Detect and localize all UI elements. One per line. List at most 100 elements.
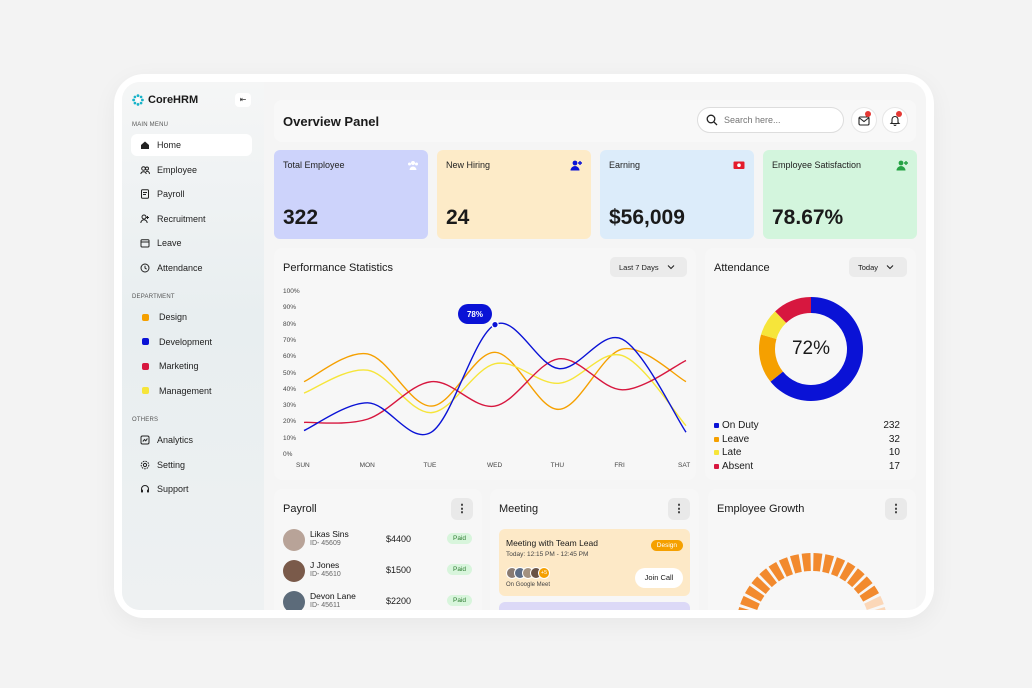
gauge-segment [853, 576, 873, 594]
highlight-point[interactable] [491, 320, 499, 329]
attendee-avatars: +5 [506, 567, 552, 579]
sidebar-item-label: Design [159, 312, 188, 322]
performance-chart [303, 320, 687, 436]
messages-button[interactable] [851, 107, 877, 133]
kpi-card-employee-satisfaction[interactable]: Employee Satisfaction 78.67% [763, 150, 917, 239]
chevron-down-icon [667, 265, 674, 270]
department-color-dot [142, 387, 149, 394]
y-tick-label: 80% [283, 320, 297, 328]
device-frame: CoreHRM ⇤ MAIN MENU Home Employee Payroll R… [114, 74, 934, 618]
kpi-value: 322 [283, 206, 319, 229]
x-tick-label: MON [359, 462, 375, 469]
payroll-amount: $1500 [386, 565, 412, 575]
kpi-label: Total Employee [283, 160, 345, 170]
app-screen: CoreHRM ⇤ MAIN MENU Home Employee Payroll R… [122, 82, 926, 610]
calendar-icon [140, 239, 150, 248]
meeting-title: Meeting [499, 503, 539, 515]
sidebar-item-attendance[interactable]: Attendance [131, 257, 252, 279]
meeting-more-button[interactable]: ⋮ [668, 498, 690, 520]
chevron-down-icon [886, 265, 894, 270]
y-tick-label: 90% [283, 304, 297, 312]
attendance-legend-item: Late 10 [714, 447, 900, 458]
sidebar-item-management[interactable]: Management [131, 380, 252, 402]
sidebar-item-home[interactable]: Home [131, 134, 252, 156]
y-tick-label: 10% [283, 434, 297, 442]
legend-label: On Duty [722, 420, 759, 431]
x-tick-label: SAT [678, 462, 691, 469]
kpi-card-earning[interactable]: Earning $56,009 [600, 150, 754, 239]
performance-range-select[interactable]: Last 7 Days [610, 257, 687, 277]
more-icon: ⋮ [673, 502, 685, 515]
sidebar-item-label: Analytics [157, 435, 194, 445]
range-value: Last 7 Days [619, 262, 659, 272]
kpi-card-new-hiring[interactable]: New Hiring 24 [437, 150, 591, 239]
donut-slice-absent [775, 297, 811, 323]
donut-slice-on-duty [770, 297, 863, 401]
payroll-more-button[interactable]: ⋮ [451, 498, 473, 520]
sidebar-item-recruitment[interactable]: Recruitment [131, 208, 252, 230]
collapse-sidebar-button[interactable]: ⇤ [235, 93, 251, 107]
sidebar-item-label: Support [157, 484, 189, 494]
attendance-center-value: 72% [791, 338, 831, 359]
y-tick-label: 60% [283, 353, 297, 361]
sidebar-item-setting[interactable]: Setting [131, 454, 252, 476]
chart-tooltip: 78% [458, 304, 492, 324]
kpi-value: 78.67% [772, 206, 844, 229]
notifications-button[interactable] [882, 107, 908, 133]
payroll-panel: Payroll ⋮ Likas Sins ID- 45609 $4400 Paid J … [274, 489, 482, 610]
user-check-icon [896, 160, 908, 171]
x-tick-label: FRI [614, 462, 625, 469]
sidebar-item-employee[interactable]: Employee [131, 159, 252, 181]
sidebar-item-development[interactable]: Development [131, 331, 252, 353]
money-icon [733, 161, 745, 169]
gauge-segment [839, 561, 856, 582]
gauge-segment [740, 595, 760, 610]
sidebar-item-payroll[interactable]: Payroll [131, 183, 252, 205]
series-line-2 [303, 353, 687, 427]
gauge-segment [874, 606, 886, 610]
others-title: OTHERS [132, 417, 159, 423]
payroll-row[interactable]: Likas Sins ID- 45609 $4400 Paid [283, 527, 473, 553]
search-icon [706, 114, 718, 126]
search-box[interactable] [697, 107, 844, 133]
payroll-row[interactable]: J Jones ID- 45610 $1500 Paid [283, 558, 473, 584]
employee-name: Devon Lane [310, 591, 356, 601]
payroll-row[interactable]: Devon Lane ID- 45611 $2200 Paid [283, 589, 473, 610]
legend-value: 17 [888, 460, 900, 472]
clock-icon [140, 263, 150, 272]
growth-title: Employee Growth [717, 503, 805, 515]
collapse-icon: ⇤ [239, 95, 247, 104]
search-input[interactable] [724, 115, 824, 125]
legend-value: 32 [888, 433, 900, 445]
join-call-button[interactable]: Join Call [635, 568, 683, 588]
kpi-card-total-employee[interactable]: Total Employee 322 [274, 150, 428, 239]
sidebar-item-support[interactable]: Support [131, 478, 252, 500]
x-tick-label: THU [550, 462, 565, 469]
brand[interactable]: CoreHRM [132, 94, 198, 106]
growth-gauge [738, 553, 886, 610]
bell-icon [889, 116, 901, 126]
meeting-card-next[interactable] [499, 602, 690, 610]
sidebar-item-marketing[interactable]: Marketing [131, 355, 252, 377]
meeting-card-time: Today: 12:15 PM - 12:45 PM [506, 551, 589, 558]
donut-slice-leave [759, 334, 783, 382]
department-title: DEPARTMENT [132, 294, 175, 300]
payroll-amount: $4400 [386, 534, 412, 544]
gauge-segment [789, 554, 802, 574]
gauge-segment [831, 557, 846, 577]
sidebar-item-design[interactable]: Design [131, 306, 252, 328]
sidebar-item-leave[interactable]: Leave [131, 232, 252, 254]
growth-panel: Employee Growth ⋮ [708, 489, 916, 610]
employee-name: J Jones [310, 560, 340, 570]
growth-more-button[interactable]: ⋮ [885, 498, 907, 520]
sidebar-item-analytics[interactable]: Analytics [131, 429, 252, 451]
sidebar-item-label: Attendance [157, 262, 203, 273]
meeting-card[interactable]: Meeting with Team Lead Today: 12:15 PM -… [499, 529, 690, 596]
avatar [283, 591, 305, 610]
y-tick-label: 70% [283, 336, 297, 344]
gauge-segment [813, 553, 823, 572]
sidebar-item-label: Development [159, 336, 213, 347]
payroll-amount: $2200 [386, 596, 412, 606]
gauge-segment [744, 585, 765, 602]
attendance-range-select[interactable]: Today [849, 257, 907, 277]
